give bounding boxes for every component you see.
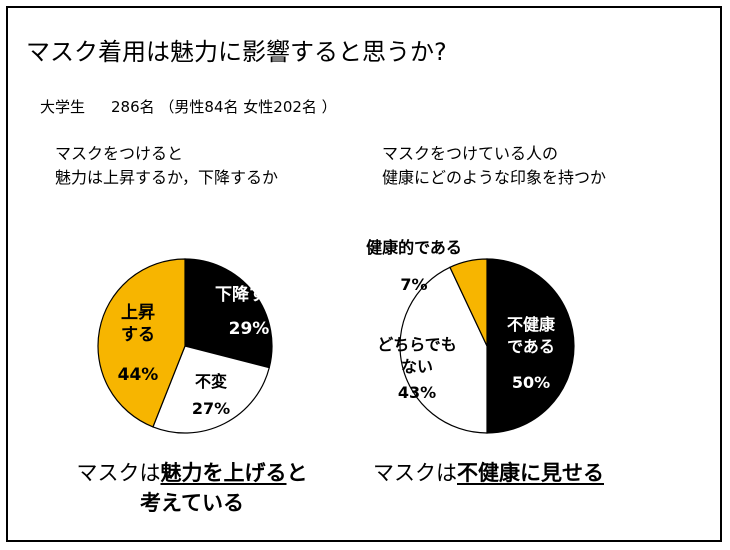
pie2-slice-3-label: 健康的である [366,238,462,257]
pie2-slice-1-value: 50% [512,373,550,392]
pie1-slice-2-label: 不変 [195,372,227,391]
question-left-line: 魅力は上昇するか，下降するか [55,168,279,187]
conclusion-left-suffix: と [286,461,308,485]
pie1-slice-3-label: 上昇 [121,303,155,323]
pie2-slice-3 [449,258,488,347]
question-left-line: マスクをつけると [55,144,184,163]
pie2-slice-2 [399,266,488,434]
conclusion-left-emphasis: 魅力を上げる [160,461,287,485]
pie2-slice-1-label: である [507,337,555,356]
pie1-slice-3-label: する [121,325,155,345]
question-right-line: 健康にどのような印象を持つか [382,168,607,187]
pie1-slice-1 [184,258,273,369]
question-left: マスクをつけると 魅力は上昇するか，下降するか [55,142,278,190]
pie1-slice-3 [97,258,186,428]
conclusion-left-line2: 考えている [140,491,244,515]
sample-group: 大学生 [40,98,86,116]
question-right-line: マスクをつけている人の [382,144,559,163]
pie2-slice-1-label: 不健康 [507,315,556,334]
pie2-slice-2-label: ない [401,357,433,376]
pie1-slice-2 [152,345,270,434]
sample-detail: 286名 （男性84名 女性202名 ） [111,98,337,116]
pie1-slice-2-value: 27% [192,399,230,418]
pie1-slice-1-value: 29% [229,319,270,339]
conclusion-right-prefix: マスクは [373,461,457,485]
page-title: マスク着用は魅力に影響すると思うか? [26,38,447,66]
pie2-slice-1 [486,258,575,434]
pie1-slice-1-label: 下降する [215,284,283,305]
conclusion-right-emphasis: 不健康に見せる [457,461,604,485]
conclusion-left: マスクは魅力を上げると 考えている [42,457,342,517]
pie2-slice-3-value: 7% [400,275,427,294]
pie1-slice-3-value: 44% [118,365,159,385]
pie2-slice-2-label: どちらでも [377,335,457,354]
sample-info: 大学生 286名 （男性84名 女性202名 ） [40,96,337,117]
conclusion-left-prefix: マスクは [76,461,161,485]
pie2-slice-2-value: 43% [398,383,436,402]
slide-frame [6,6,722,542]
conclusion-right: マスクは不健康に見せる [373,457,604,487]
question-right: マスクをつけている人の 健康にどのような印象を持つか [382,142,606,190]
